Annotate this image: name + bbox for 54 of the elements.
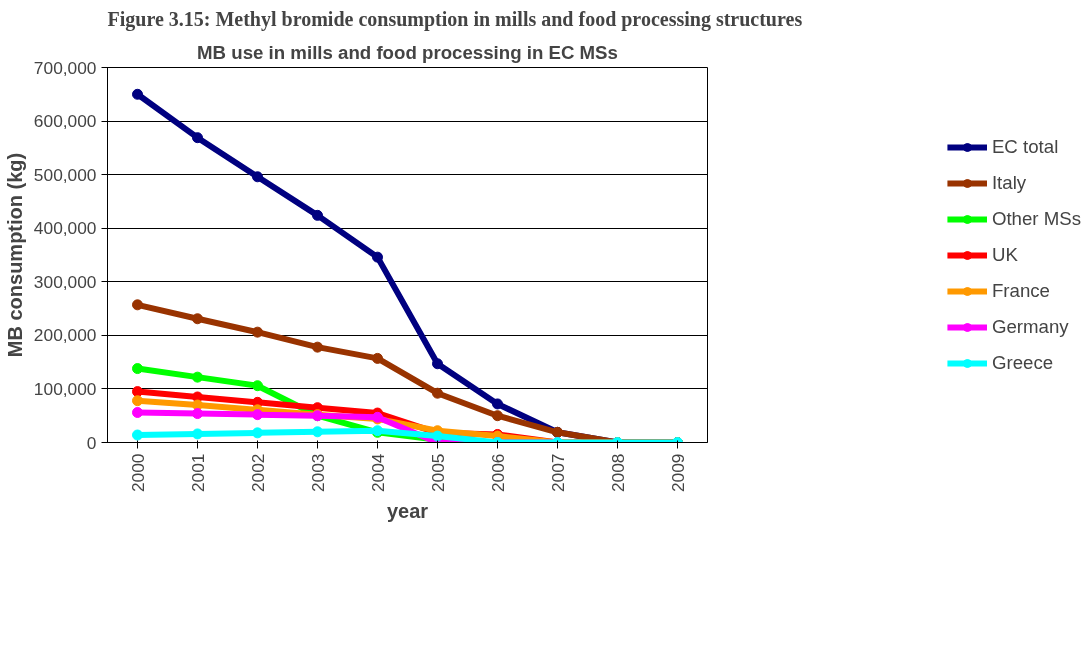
x-tick-label: 2004 bbox=[367, 453, 388, 493]
point bbox=[372, 352, 383, 364]
chart-title: MB use in mills and food processing in EC MSs bbox=[197, 41, 618, 63]
y-tick-label: 400,000 bbox=[33, 218, 97, 239]
caption: Figure 3.15: Methyl bromide consumption in mills and food processing structures bbox=[107, 7, 803, 31]
y-tick-label: 200,000 bbox=[33, 325, 97, 346]
point bbox=[252, 427, 263, 439]
point bbox=[372, 251, 383, 263]
x-tick-label: 2001 bbox=[187, 453, 208, 493]
legend-label: EC total bbox=[991, 135, 1059, 158]
point bbox=[132, 395, 143, 407]
point bbox=[432, 358, 443, 370]
legend-label: Germany bbox=[991, 315, 1069, 338]
point bbox=[192, 428, 203, 440]
point bbox=[192, 408, 203, 420]
point bbox=[252, 171, 263, 183]
x-tick-label: 2005 bbox=[427, 453, 448, 493]
y-tick-label: 0 bbox=[86, 432, 97, 453]
point bbox=[132, 429, 143, 441]
x-tick-label: 2008 bbox=[607, 453, 628, 493]
y-tick-label: 300,000 bbox=[33, 271, 97, 292]
y-tick-label: 500,000 bbox=[33, 164, 97, 185]
point bbox=[492, 410, 503, 422]
legend-label: UK bbox=[991, 243, 1018, 266]
y-tick-label: 700,000 bbox=[33, 57, 97, 78]
point bbox=[132, 299, 143, 311]
point bbox=[492, 398, 503, 410]
x-tick-label: 2003 bbox=[307, 453, 328, 493]
point bbox=[252, 380, 263, 392]
x-tick-label: 2006 bbox=[487, 453, 508, 493]
point bbox=[312, 209, 323, 221]
x-tick-label: 2000 bbox=[127, 453, 148, 493]
legend-label: Greece bbox=[991, 351, 1054, 374]
x-axis-title: year bbox=[386, 500, 429, 523]
y-axis-title: MB consumption (kg) bbox=[3, 152, 26, 358]
point bbox=[192, 132, 203, 144]
legend-label: France bbox=[991, 279, 1050, 302]
point bbox=[252, 409, 263, 421]
point bbox=[252, 326, 263, 338]
point bbox=[432, 387, 443, 399]
point bbox=[192, 313, 203, 325]
point bbox=[132, 407, 143, 418]
legend-label: Italy bbox=[991, 171, 1027, 194]
point bbox=[132, 88, 143, 100]
point bbox=[192, 371, 203, 383]
legend-label: Other MSs bbox=[991, 207, 1082, 230]
y-tick-label: 600,000 bbox=[33, 111, 97, 132]
x-tick-label: 2002 bbox=[247, 453, 268, 493]
x-tick-label: 2009 bbox=[667, 453, 688, 493]
y-tick-label: 100,000 bbox=[33, 378, 97, 399]
point bbox=[312, 426, 323, 438]
point bbox=[132, 363, 143, 375]
point bbox=[312, 341, 323, 353]
x-tick-label: 2007 bbox=[547, 453, 568, 493]
